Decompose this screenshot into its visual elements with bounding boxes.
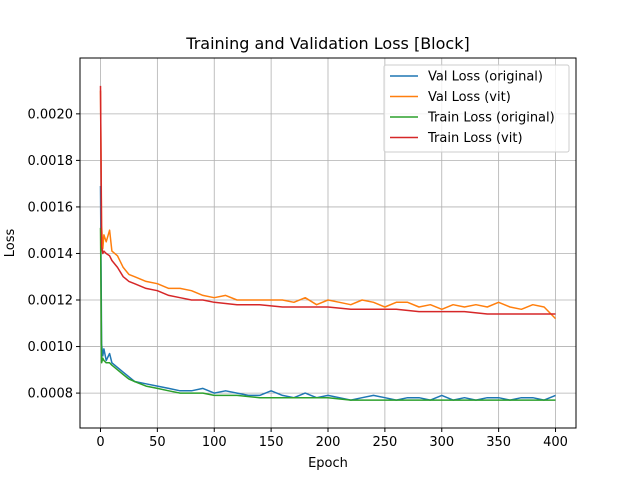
x-tick-label: 300 — [429, 435, 454, 450]
x-tick-label: 200 — [316, 435, 341, 450]
series-line-train-loss-vit — [99, 85, 556, 315]
legend-label-val-loss-original: Val Loss (original) — [428, 70, 543, 85]
series-line-train-loss-original — [99, 227, 556, 401]
x-tick-label: 350 — [486, 435, 511, 450]
x-tick-label: 400 — [543, 435, 568, 450]
legend-box — [383, 64, 570, 153]
series-lines — [99, 85, 557, 401]
x-tick-label: 250 — [372, 435, 397, 450]
legend-label-train-loss-vit: Train Loss (vit) — [427, 131, 523, 146]
x-tick-label: 150 — [259, 435, 284, 450]
y-axis-ticks: 0.0008 0.0010 0.0012 0.0014 0.0016 0.0018 0.00… — [28, 107, 80, 402]
y-tick-label: 0.0016 — [28, 200, 74, 215]
y-tick-label: 0.0012 — [28, 294, 74, 309]
y-tick-label: 0.0010 — [28, 340, 74, 355]
x-tick-label: 50 — [149, 435, 166, 450]
series-line-val-loss-original — [99, 185, 556, 401]
legend-items: Val Loss (original) Val Loss (vit) Train L… — [390, 70, 555, 146]
x-axis-label: Epoch — [308, 456, 348, 471]
legend-label-val-loss-vit: Val Loss (vit) — [428, 90, 511, 105]
chart-title: Training and Validation Loss [Block] — [185, 34, 469, 53]
x-tick-label: 100 — [202, 435, 227, 450]
legend: Val Loss (original) Val Loss (vit) Train L… — [383, 64, 570, 153]
x-axis-ticks: 0 50 100 150 200 250 300 350 400 — [96, 428, 568, 450]
y-tick-label: 0.0008 — [28, 387, 74, 402]
legend-label-train-loss-original: Train Loss (original) — [427, 111, 555, 126]
y-tick-label: 0.0020 — [28, 107, 74, 122]
y-tick-label: 0.0018 — [28, 154, 74, 169]
x-tick-label: 0 — [96, 435, 104, 450]
y-axis-label: Loss — [3, 229, 18, 258]
series-line-val-loss-vit — [99, 90, 557, 320]
y-tick-label: 0.0014 — [28, 247, 74, 262]
